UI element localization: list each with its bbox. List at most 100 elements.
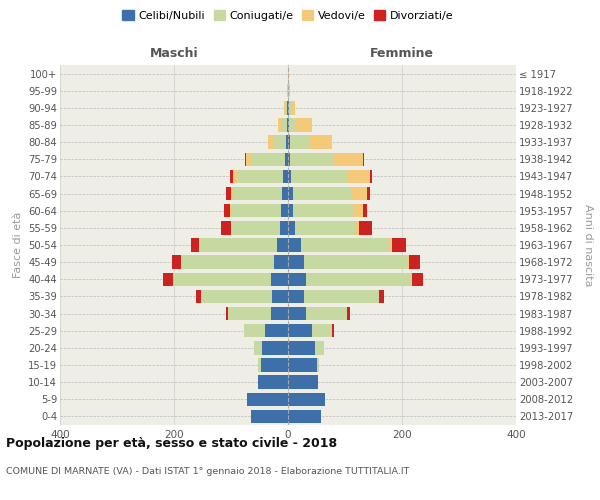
Bar [349, 170, 370, 183]
Bar [288, 204, 293, 218]
Bar [245, 152, 247, 166]
Bar [363, 204, 367, 218]
Bar [230, 170, 233, 183]
Bar [281, 204, 288, 218]
Bar [271, 307, 288, 320]
Bar [262, 341, 288, 354]
Bar [312, 324, 332, 338]
Bar [288, 272, 306, 286]
Bar [288, 290, 304, 303]
Bar [232, 221, 280, 234]
Bar [409, 256, 420, 269]
Y-axis label: Anni di nascita: Anni di nascita [583, 204, 593, 286]
Bar [285, 152, 288, 166]
Bar [296, 118, 312, 132]
Bar [274, 256, 288, 269]
Bar [290, 152, 333, 166]
Bar [233, 170, 238, 183]
Bar [277, 238, 288, 252]
Bar [234, 187, 283, 200]
Bar [288, 187, 293, 200]
Bar [259, 358, 260, 372]
Bar [379, 290, 384, 303]
Bar [224, 204, 230, 218]
Bar [230, 204, 231, 218]
Bar [173, 272, 271, 286]
Bar [293, 204, 353, 218]
Text: COMUNE DI MARNATE (VA) - Dati ISTAT 1° gennaio 2018 - Elaborazione TUTTITALIA.IT: COMUNE DI MARNATE (VA) - Dati ISTAT 1° g… [6, 468, 409, 476]
Bar [412, 272, 422, 286]
Bar [286, 101, 287, 114]
Bar [226, 307, 228, 320]
Bar [316, 341, 325, 354]
Bar [226, 187, 231, 200]
Legend: Celibi/Nubili, Coniugati/e, Vedovi/e, Divorziati/e: Celibi/Nubili, Coniugati/e, Vedovi/e, Di… [120, 8, 456, 23]
Bar [221, 221, 231, 234]
Text: Femmine: Femmine [370, 47, 434, 60]
Bar [251, 410, 288, 423]
Bar [268, 136, 274, 149]
Bar [288, 324, 312, 338]
Bar [284, 101, 286, 114]
Bar [247, 152, 252, 166]
Bar [353, 204, 363, 218]
Bar [286, 136, 288, 149]
Bar [293, 187, 352, 200]
Bar [310, 136, 332, 149]
Bar [370, 170, 373, 183]
Bar [291, 101, 295, 114]
Bar [288, 118, 289, 132]
Bar [238, 170, 283, 183]
Bar [389, 238, 392, 252]
Bar [292, 170, 349, 183]
Bar [254, 341, 262, 354]
Bar [352, 187, 367, 200]
Bar [304, 290, 379, 303]
Bar [244, 324, 265, 338]
Bar [289, 101, 291, 114]
Bar [306, 272, 412, 286]
Bar [289, 118, 296, 132]
Bar [259, 376, 288, 389]
Bar [288, 341, 316, 354]
Bar [301, 238, 389, 252]
Bar [288, 358, 317, 372]
Bar [288, 152, 290, 166]
Bar [392, 238, 406, 252]
Bar [231, 204, 281, 218]
Bar [288, 307, 306, 320]
Bar [247, 392, 288, 406]
Bar [288, 410, 321, 423]
Bar [283, 118, 287, 132]
Bar [295, 221, 355, 234]
Bar [231, 187, 234, 200]
Bar [317, 358, 319, 372]
Bar [288, 376, 317, 389]
Bar [163, 272, 173, 286]
Bar [181, 256, 274, 269]
Bar [332, 324, 334, 338]
Bar [362, 152, 364, 166]
Bar [191, 238, 199, 252]
Bar [278, 118, 283, 132]
Bar [288, 392, 325, 406]
Bar [304, 256, 407, 269]
Y-axis label: Fasce di età: Fasce di età [13, 212, 23, 278]
Bar [367, 187, 370, 200]
Bar [288, 170, 292, 183]
Bar [265, 324, 288, 338]
Bar [172, 256, 181, 269]
Bar [283, 187, 288, 200]
Bar [288, 238, 301, 252]
Bar [355, 221, 359, 234]
Bar [200, 238, 277, 252]
Bar [289, 84, 290, 98]
Bar [196, 290, 201, 303]
Bar [306, 307, 347, 320]
Bar [288, 136, 290, 149]
Bar [280, 221, 288, 234]
Bar [288, 221, 295, 234]
Text: Popolazione per età, sesso e stato civile - 2018: Popolazione per età, sesso e stato civil… [6, 438, 337, 450]
Bar [333, 152, 362, 166]
Bar [271, 272, 288, 286]
